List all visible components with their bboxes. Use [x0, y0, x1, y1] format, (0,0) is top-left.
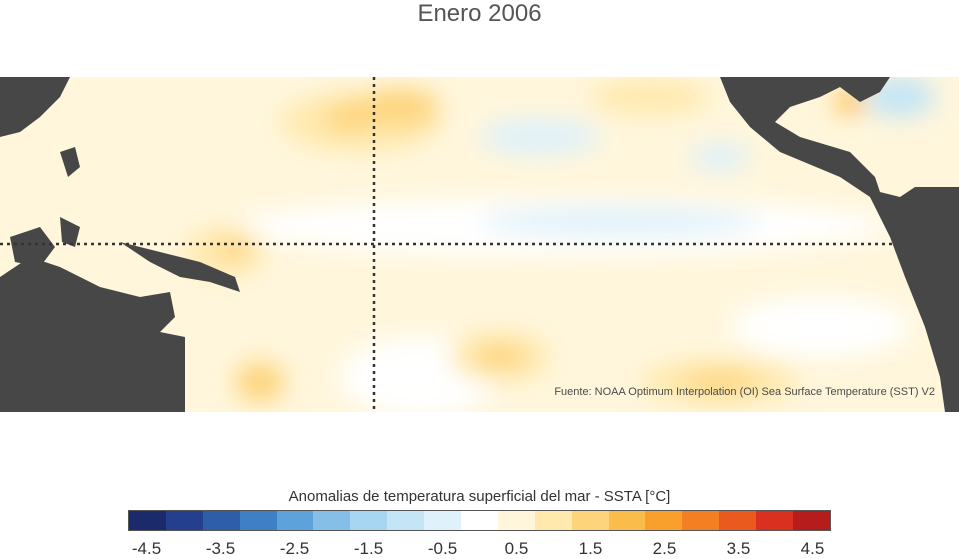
colorbar-segment [239, 511, 277, 530]
colorbar-title: Anomalias de temperatura superficial del… [288, 488, 671, 505]
colorbar-tick-label: -2.5 [279, 539, 310, 558]
colorbar-segment [461, 511, 498, 530]
colorbar-tick-label: -3.5 [205, 539, 236, 558]
colorbar-segment [350, 511, 388, 530]
colorbar-segment [719, 511, 757, 530]
americas [720, 77, 959, 412]
colorbar [128, 510, 831, 531]
colorbar-segment [276, 511, 314, 530]
colorbar-tick-label: -4.5 [131, 539, 162, 558]
colorbar-segment [165, 511, 203, 530]
colorbar-segment [756, 511, 794, 530]
colorbar-segment [497, 511, 535, 530]
asia-coast [0, 77, 70, 137]
colorbar-tick-label: 0.5 [504, 539, 529, 558]
australia [0, 257, 185, 412]
source-credit: Fuente: NOAA Optimum Interpolation (OI) … [554, 386, 935, 398]
colorbar-segment [793, 511, 830, 530]
colorbar-tick-label: 4.5 [800, 539, 825, 558]
colorbar-tick-label: 3.5 [726, 539, 751, 558]
borneo [10, 227, 55, 267]
colorbar-segment [682, 511, 720, 530]
colorbar-segment [571, 511, 609, 530]
new-guinea [120, 242, 240, 292]
land [0, 77, 959, 412]
island-1 [5, 277, 30, 317]
colorbar-segment [129, 511, 166, 530]
colorbar-segment [313, 511, 351, 530]
colorbar-tick-label: -0.5 [427, 539, 458, 558]
map-title: Enero 2006 [417, 0, 542, 27]
colorbar-tick-label: 2.5 [652, 539, 677, 558]
colorbar-segment [534, 511, 572, 530]
colorbar-segment [387, 511, 425, 530]
colorbar-segment [202, 511, 240, 530]
ssta-map [0, 77, 959, 412]
colorbar-tick-label: -1.5 [353, 539, 384, 558]
sulawesi [60, 217, 80, 247]
colorbar-tick-label: 1.5 [578, 539, 603, 558]
philippines [60, 147, 80, 177]
colorbar-segment [608, 511, 646, 530]
colorbar-segment [645, 511, 683, 530]
colorbar-segment [424, 511, 462, 530]
